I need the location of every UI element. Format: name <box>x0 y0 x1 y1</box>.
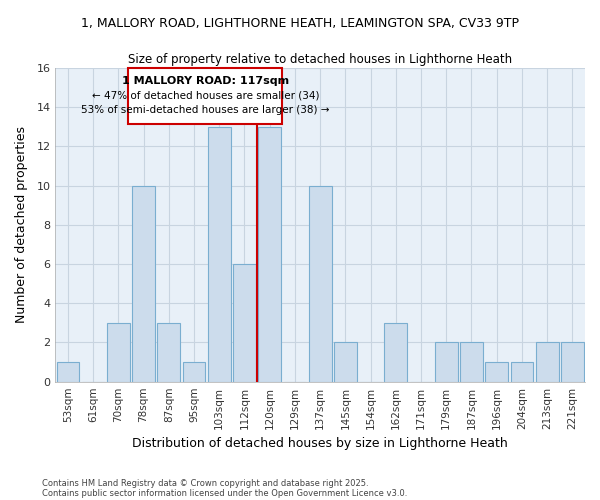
Title: Size of property relative to detached houses in Lighthorne Heath: Size of property relative to detached ho… <box>128 52 512 66</box>
FancyBboxPatch shape <box>128 68 283 124</box>
Bar <box>536 342 559 382</box>
Y-axis label: Number of detached properties: Number of detached properties <box>15 126 28 324</box>
Bar <box>435 342 458 382</box>
Text: ← 47% of detached houses are smaller (34): ← 47% of detached houses are smaller (34… <box>92 90 319 101</box>
Bar <box>208 127 230 382</box>
Bar <box>385 323 407 382</box>
Bar <box>485 362 508 382</box>
Text: 1, MALLORY ROAD, LIGHTHORNE HEATH, LEAMINGTON SPA, CV33 9TP: 1, MALLORY ROAD, LIGHTHORNE HEATH, LEAMI… <box>81 18 519 30</box>
Bar <box>460 342 483 382</box>
Bar <box>259 127 281 382</box>
Text: Contains HM Land Registry data © Crown copyright and database right 2025.: Contains HM Land Registry data © Crown c… <box>42 478 368 488</box>
Text: 1 MALLORY ROAD: 117sqm: 1 MALLORY ROAD: 117sqm <box>122 76 289 86</box>
X-axis label: Distribution of detached houses by size in Lighthorne Heath: Distribution of detached houses by size … <box>132 437 508 450</box>
Bar <box>233 264 256 382</box>
Bar <box>107 323 130 382</box>
Bar <box>309 186 332 382</box>
Bar <box>334 342 357 382</box>
Bar <box>56 362 79 382</box>
Bar <box>182 362 205 382</box>
Text: Contains public sector information licensed under the Open Government Licence v3: Contains public sector information licen… <box>42 488 407 498</box>
Bar <box>561 342 584 382</box>
Bar <box>157 323 180 382</box>
Bar <box>511 362 533 382</box>
Bar <box>132 186 155 382</box>
Text: 53% of semi-detached houses are larger (38) →: 53% of semi-detached houses are larger (… <box>81 105 329 115</box>
